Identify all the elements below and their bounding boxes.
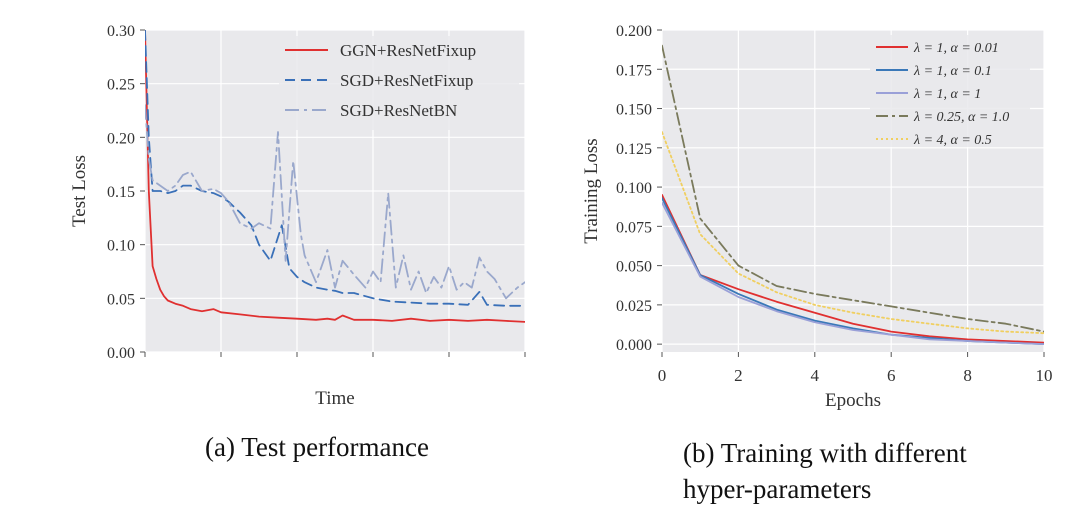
y-tick-label: 0.175 [616, 62, 652, 79]
y-tick-label: 0.25 [107, 77, 135, 94]
x-tick-label: 8 [963, 366, 972, 385]
y-tick-label: 0.00 [107, 345, 135, 362]
legend-label-0: GGN+ResNetFixup [340, 41, 476, 60]
legend-label-4: λ = 4, α = 0.5 [913, 133, 992, 148]
series-line-0 [145, 30, 525, 323]
x-tick-label: 0 [658, 366, 667, 385]
y-axis-label: Training Loss [581, 138, 602, 243]
y-tick-label: 0.20 [107, 130, 135, 147]
y-tick-label: 0.075 [616, 219, 652, 236]
y-tick-label: 0.150 [616, 102, 652, 119]
series-line-3 [662, 44, 1044, 333]
series-group [662, 44, 1044, 346]
series-line-2 [145, 104, 525, 300]
y-tick-label: 0.000 [616, 337, 652, 354]
legend-label-0: λ = 1, α = 0.01 [913, 41, 999, 56]
y-axis-label: Test Loss [69, 155, 90, 227]
x-axis-label: Time [315, 388, 354, 409]
legend-label-1: SGD+ResNetFixup [340, 71, 473, 90]
y-tick-label: 0.100 [616, 180, 652, 197]
caption-b-line2: hyper-parameters [683, 474, 872, 504]
y-tick-label: 0.200 [616, 23, 652, 40]
y-tick-label: 0.10 [107, 238, 135, 255]
y-tick-label: 0.15 [107, 184, 135, 201]
y-tick-label: 0.050 [616, 259, 652, 276]
series-group [145, 30, 525, 323]
chart-a: 0.00 0.05 0.10 0.15 0.20 0.25 0.30 Time Test Los… [69, 23, 526, 409]
y-tick-label: 0.30 [107, 23, 135, 40]
series-line-1 [145, 30, 525, 307]
x-tick-label: 4 [811, 366, 820, 385]
legend-box [870, 35, 1030, 147]
legend-label-3: λ = 0.25, α = 1.0 [913, 110, 1009, 125]
series-line-2 [662, 201, 1044, 346]
legend-label-1: λ = 1, α = 0.1 [913, 64, 992, 79]
y-tick-label: 0.05 [107, 291, 135, 308]
legend-label-2: λ = 1, α = 1 [913, 87, 981, 102]
x-tick-label: 10 [1036, 366, 1053, 385]
legend-label-2: SGD+ResNetBN [340, 101, 457, 120]
legend-box [279, 36, 519, 130]
series-line-4 [662, 131, 1044, 335]
y-tick-label: 0.125 [616, 141, 652, 158]
x-axis-label: Epochs [825, 390, 881, 411]
x-tick-label: 6 [887, 366, 896, 385]
series-line-0 [662, 193, 1044, 344]
y-tick-label: 0.025 [616, 298, 652, 315]
x-tick-label: 2 [734, 366, 743, 385]
caption-a: (a) Test performance [205, 432, 429, 462]
chart-b: 0.000 0.025 0.050 0.075 0.100 0.125 0.150 0.175… [581, 23, 1053, 411]
caption-b-line1: (b) Training with different [683, 438, 967, 468]
